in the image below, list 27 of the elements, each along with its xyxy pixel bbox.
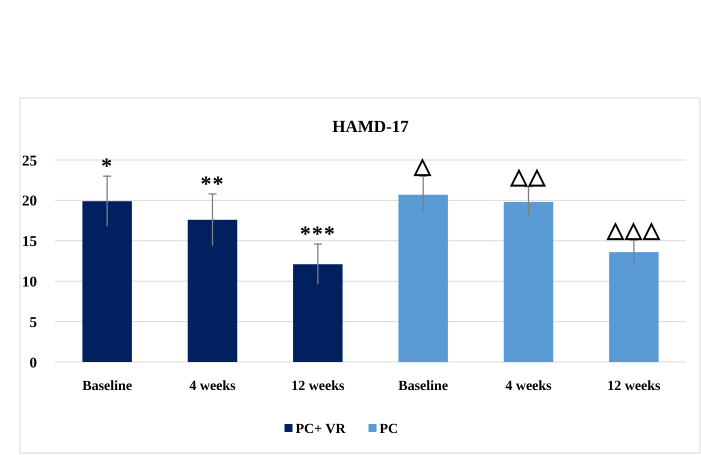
y-tick-label: 10 <box>22 274 37 290</box>
bar <box>82 201 132 362</box>
chart-title: HAMD-17 <box>332 117 410 136</box>
annotation: *** <box>300 221 336 246</box>
x-tick-label: 4 weeks <box>189 379 236 394</box>
annotation: △ <box>413 153 432 178</box>
x-tick-label: Baseline <box>398 379 448 394</box>
y-tick-label: 0 <box>30 355 37 372</box>
y-tick-label: 15 <box>22 234 37 250</box>
annotation: ** <box>200 170 224 196</box>
y-tick-label: 5 <box>30 314 37 331</box>
annotation: △△ <box>510 164 547 189</box>
x-tick-label: 4 weeks <box>505 379 552 394</box>
legend-label: PC+ VR <box>296 422 346 437</box>
bar <box>293 264 343 362</box>
annotation: * <box>101 153 114 178</box>
legend-label: PC <box>380 422 398 437</box>
bar <box>188 220 238 362</box>
x-tick-label: 12 weeks <box>291 379 346 394</box>
annotation: △△△ <box>606 216 661 242</box>
x-tick-label: 12 weeks <box>607 379 662 394</box>
y-tick-label: 20 <box>22 194 37 210</box>
bar <box>504 202 554 362</box>
y-tick-label: 25 <box>22 153 37 170</box>
x-tick-label: Baseline <box>82 379 132 394</box>
bar <box>398 194 448 362</box>
bar <box>609 252 659 362</box>
